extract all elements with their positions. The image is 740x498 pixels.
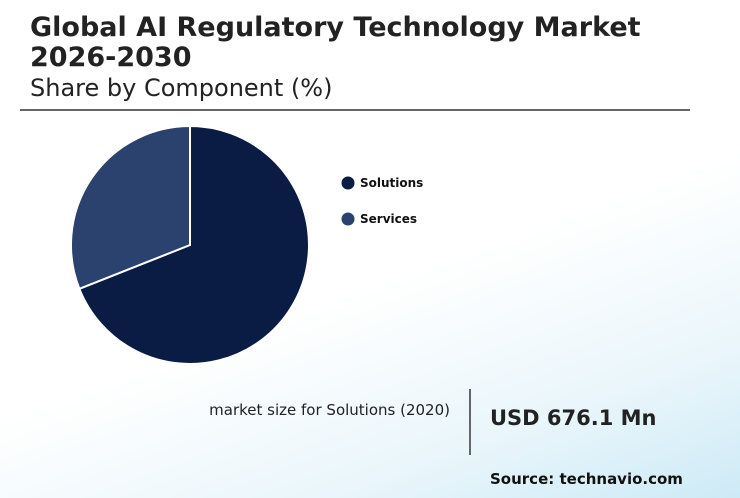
legend-label-solutions: Solutions xyxy=(360,176,423,190)
legend-marker-solutions xyxy=(341,176,355,190)
stat-label: market size for Solutions (2020) xyxy=(209,401,450,419)
pie-slice-solutions xyxy=(78,124,310,365)
stat-value: USD 676.1 Mn xyxy=(490,406,657,430)
source-note: Source: technavio.com xyxy=(490,470,683,488)
chart-title: Global AI Regulatory Technology Market 2… xyxy=(30,12,641,73)
pie-chart: Solutions Services xyxy=(70,124,423,365)
stat-divider xyxy=(469,389,471,455)
chart-subtitle: Share by Component (%) xyxy=(30,74,333,102)
legend-marker-services xyxy=(341,212,355,226)
title-divider xyxy=(20,109,690,111)
legend-label-services: Services xyxy=(360,212,417,226)
pie-slice-services xyxy=(70,124,191,291)
